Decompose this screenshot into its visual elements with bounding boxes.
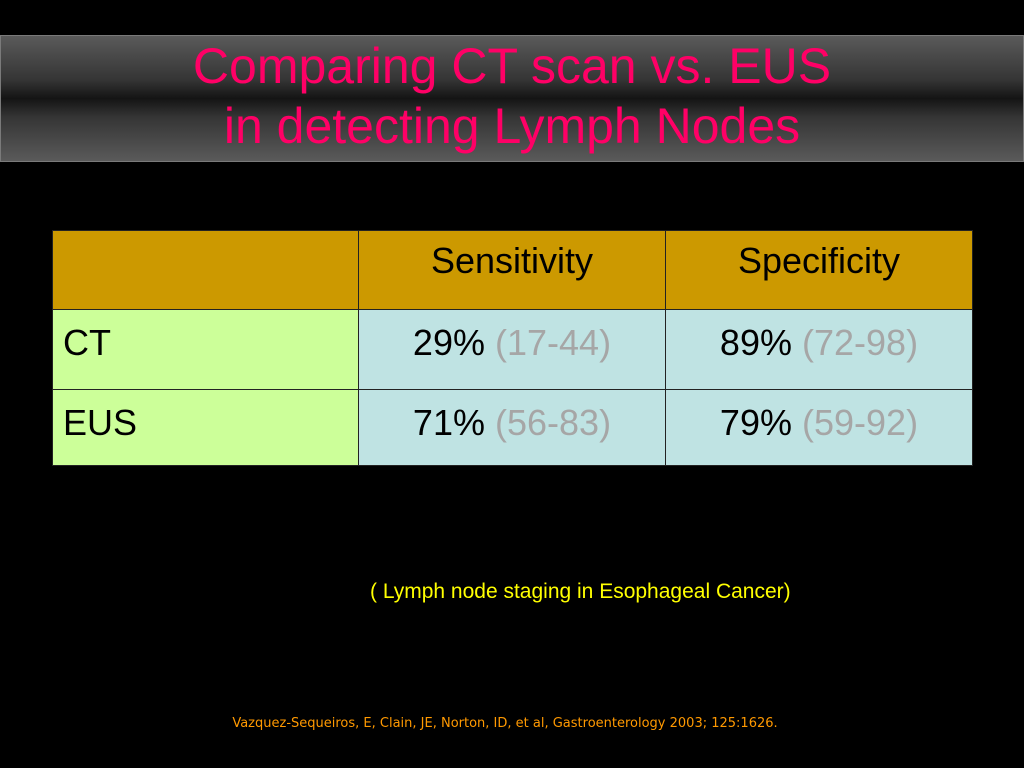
table-row-ct: CT 29% (17-44) 89% (72-98): [52, 309, 973, 390]
confidence-interval: (17-44): [495, 322, 612, 363]
value-text: 79%: [719, 402, 792, 443]
confidence-interval: (56-83): [495, 402, 612, 443]
comparison-table: Sensitivity Specificity CT 29% (17-44) 8…: [52, 230, 973, 466]
title-line-1: Comparing CT scan vs. EUS: [192, 38, 832, 94]
title-band: [0, 35, 1024, 162]
value-text: 71%: [412, 402, 485, 443]
value-text: 29%: [412, 322, 485, 363]
caption: ( Lymph node staging in Esophageal Cance…: [370, 580, 791, 603]
cell-eus-specificity: 79% (59-92): [665, 389, 973, 466]
cell-ct-specificity: 89% (72-98): [665, 309, 973, 390]
header-cell-empty: [52, 230, 359, 310]
slide-title: Comparing CT scan vs. EUS in detecting L…: [0, 36, 1024, 156]
table-header-row: Sensitivity Specificity: [52, 230, 973, 310]
row-label-eus: EUS: [52, 389, 359, 466]
table-row-eus: EUS 71% (56-83) 79% (59-92): [52, 389, 973, 466]
cell-ct-sensitivity: 29% (17-44): [358, 309, 666, 390]
header-cell-specificity: Specificity: [665, 230, 973, 310]
citation: Vazquez-Sequeiros, E, Clain, JE, Norton,…: [232, 716, 778, 731]
row-label-ct: CT: [52, 309, 359, 390]
confidence-interval: (59-92): [802, 402, 919, 443]
cell-eus-sensitivity: 71% (56-83): [358, 389, 666, 466]
header-cell-sensitivity: Sensitivity: [358, 230, 666, 310]
title-line-2: in detecting Lymph Nodes: [223, 98, 801, 154]
confidence-interval: (72-98): [802, 322, 919, 363]
value-text: 89%: [719, 322, 792, 363]
